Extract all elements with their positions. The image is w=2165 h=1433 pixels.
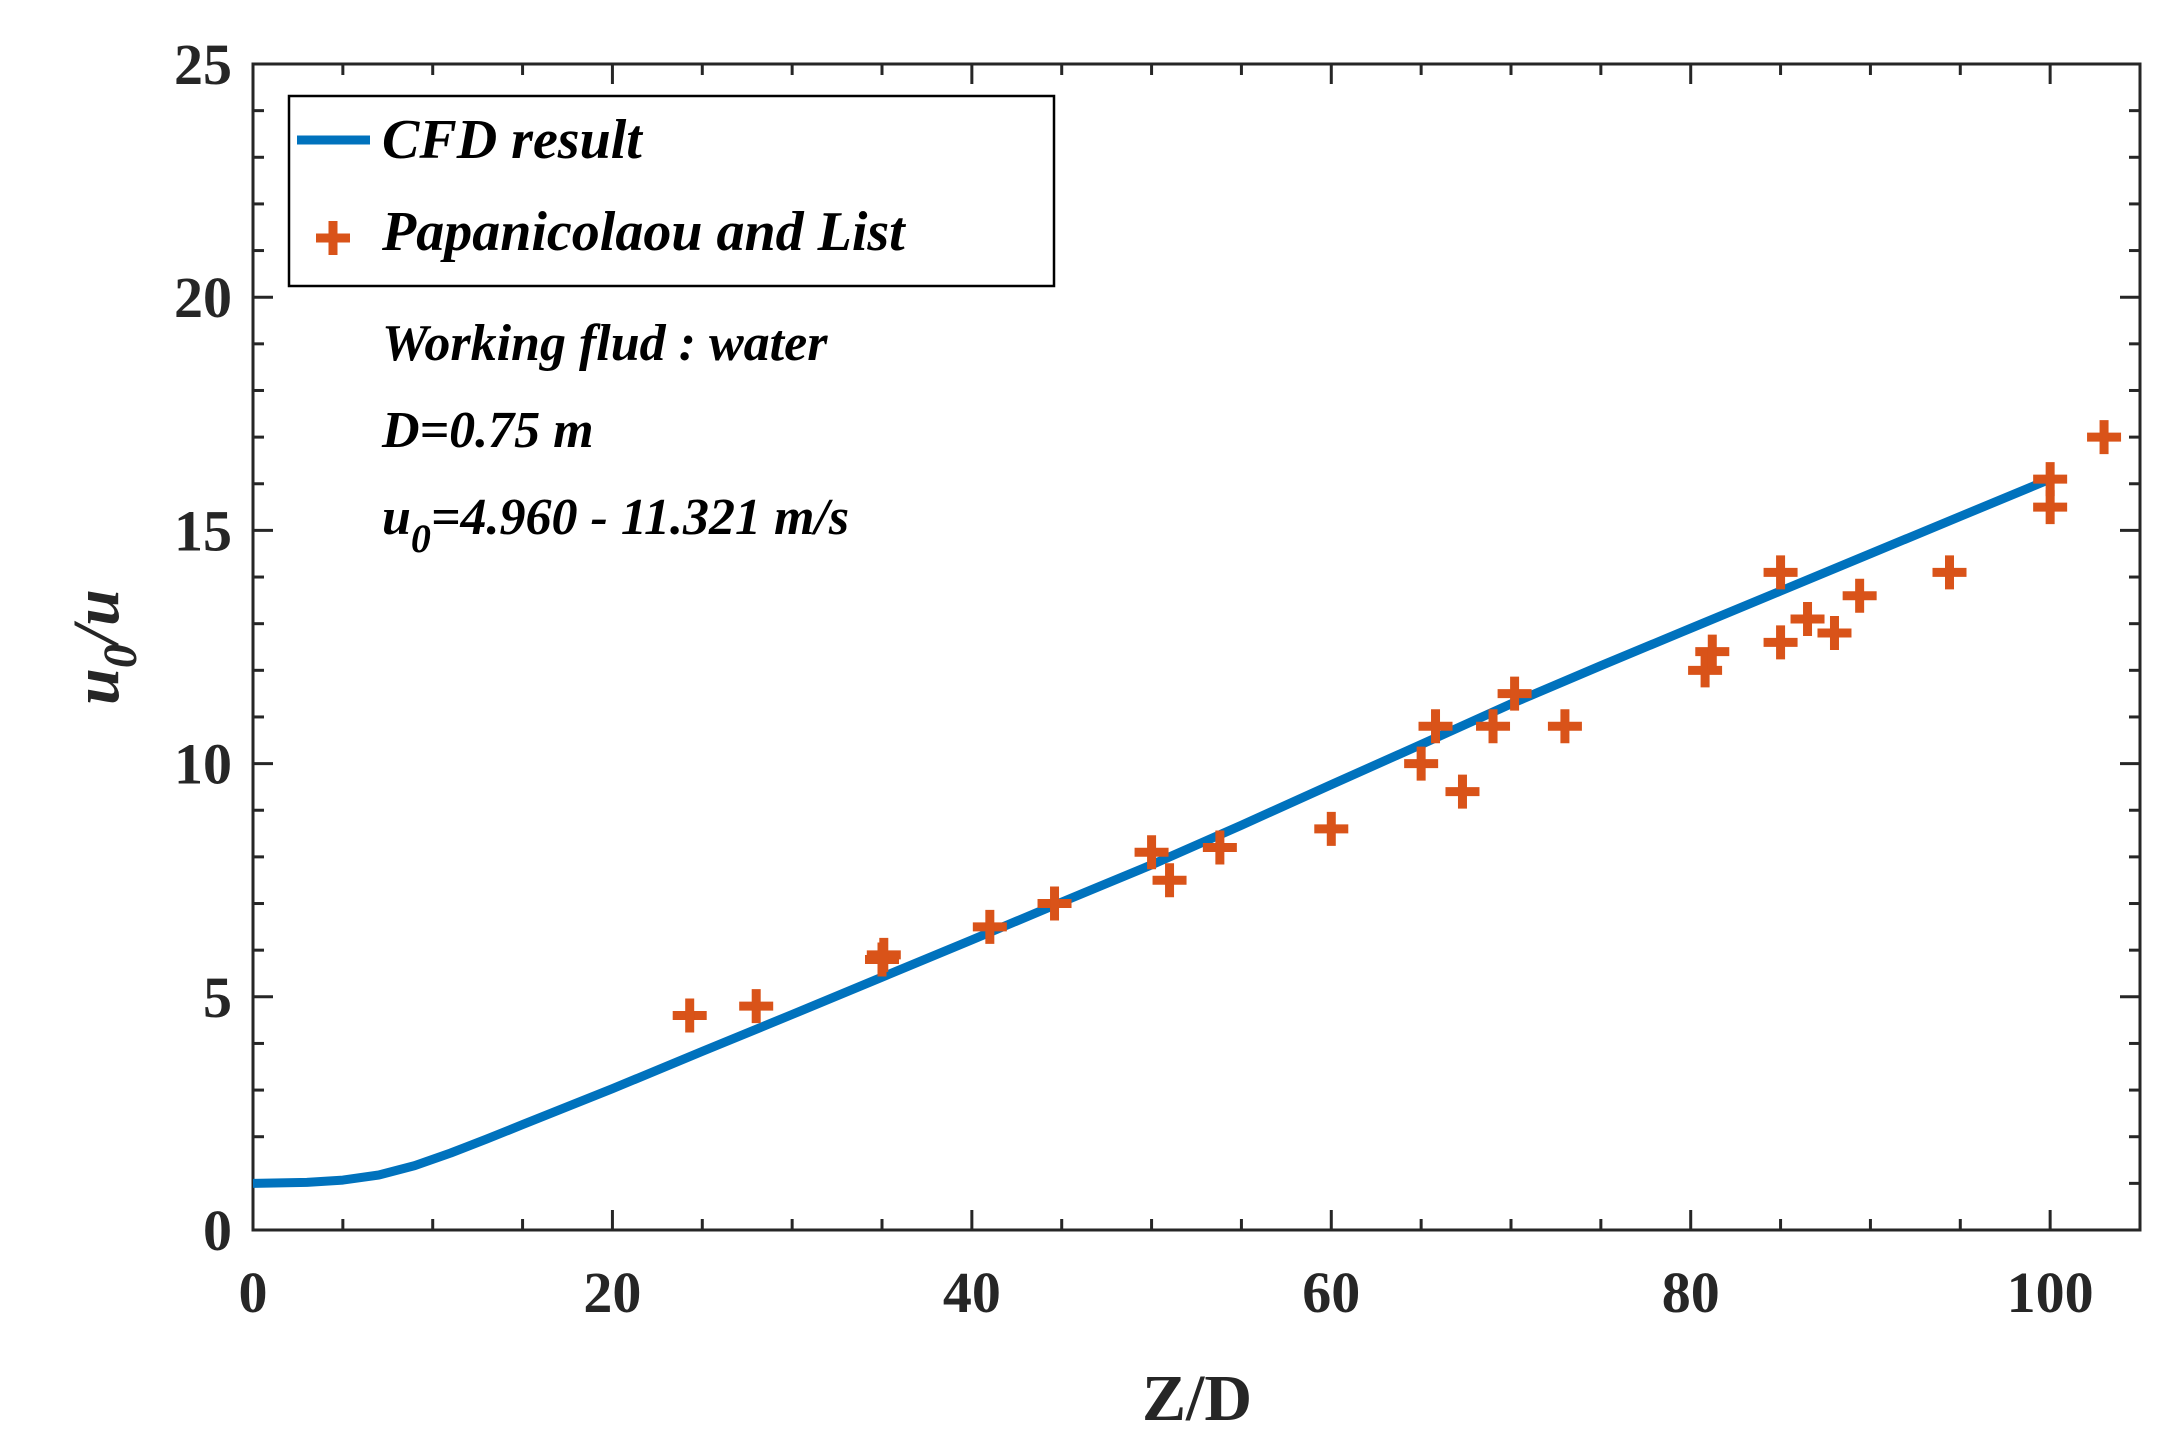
y-axis-title-rest: /u (60, 589, 133, 648)
y-tick-label: 15 (174, 498, 232, 563)
scatter-point (2087, 420, 2122, 455)
y-tick-labels: 0 5 10 15 20 25 (174, 32, 232, 1263)
annotation-velocity-rest: =4.960 - 11.321 m/s (431, 489, 849, 546)
x-tick-label: 20 (583, 1260, 641, 1325)
plot-area (251, 62, 2142, 1232)
annotation-diameter: D=0.75 m (381, 402, 594, 459)
x-tick-label: 100 (2007, 1260, 2094, 1325)
x-axis-title: Z/D (1142, 1362, 1252, 1433)
scatter-point (2033, 462, 2068, 497)
scatter-point (1404, 746, 1439, 781)
x-tick-label: 80 (1662, 1260, 1720, 1325)
legend-label-papanicolaou: Papanicolaou and List (381, 201, 906, 263)
y-axis-title: u0/u (60, 589, 147, 705)
scatter-point (672, 998, 707, 1033)
x-tick-label: 40 (943, 1260, 1001, 1325)
scatter-point (1817, 616, 1852, 651)
axis-ticks (251, 62, 2142, 1232)
scatter-point (866, 937, 901, 972)
y-axis-title-sub: 0 (94, 644, 147, 668)
scatter-point (1932, 555, 1967, 590)
legend-label-cfd-result: CFD result (382, 109, 643, 171)
scatter-point (972, 909, 1007, 944)
scatter-point (1037, 886, 1072, 921)
scatter-point (1418, 709, 1453, 744)
x-tick-labels: 0 20 40 60 80 100 (239, 1260, 2094, 1325)
legend-marker-plus (316, 221, 350, 255)
scatter-point (1152, 863, 1187, 898)
scatter-point (1688, 653, 1723, 688)
scatter-point (1763, 625, 1798, 660)
annotation-velocity-sub: 0 (411, 516, 431, 561)
x-tick-label: 60 (1302, 1260, 1360, 1325)
y-tick-label: 0 (203, 1198, 232, 1263)
y-tick-label: 25 (174, 32, 232, 97)
y-tick-label: 10 (174, 732, 232, 797)
scatter-point (1445, 774, 1480, 809)
scatter-point (1497, 676, 1532, 711)
scatter-point (1314, 811, 1349, 846)
scatter-point (1476, 709, 1511, 744)
scatter-point (739, 989, 774, 1024)
scatter-point (1790, 602, 1825, 637)
legend: CFD result Papanicolaou and List (287, 94, 1056, 288)
series-line-cfd-result (252, 474, 2052, 1188)
y-tick-label: 20 (174, 265, 232, 330)
scatter-point (1547, 709, 1582, 744)
scatter-point (1695, 634, 1730, 669)
series-scatter-papanicolaou (672, 420, 2122, 1033)
scatter-point (1763, 555, 1798, 590)
scatter-point (1842, 578, 1877, 613)
x-tick-label: 0 (239, 1260, 268, 1325)
annotation-velocity-base: u (382, 489, 411, 546)
annotation-velocity-range: u0=4.960 - 11.321 m/s (382, 489, 849, 561)
scatter-point (1202, 830, 1237, 865)
y-axis-title-base: u (60, 668, 133, 705)
legend-box (287, 94, 1056, 288)
scatter-point (1134, 835, 1169, 870)
y-tick-label: 5 (203, 965, 232, 1030)
annotation-working-fluid: Working flud : water (382, 315, 828, 372)
